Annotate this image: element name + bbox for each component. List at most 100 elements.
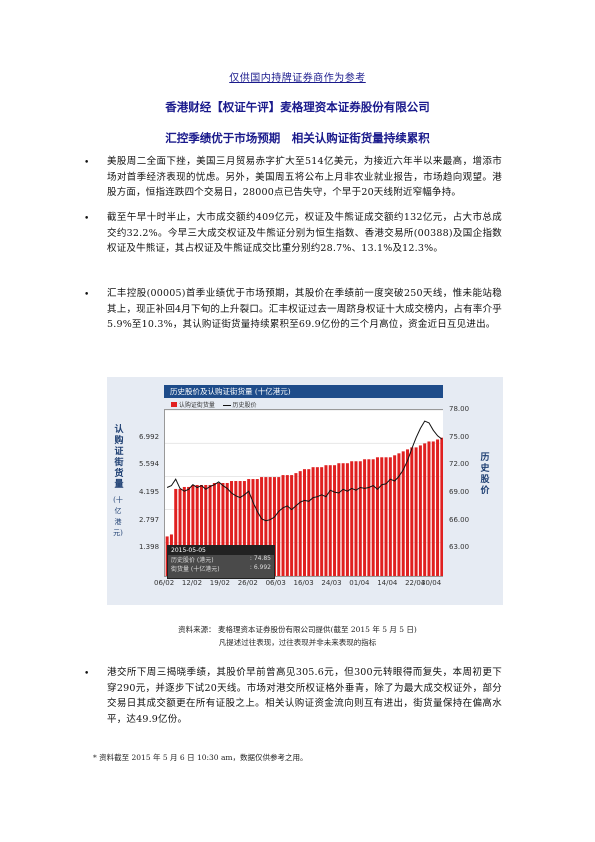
outstanding-bar [350, 461, 354, 576]
tooltip-qty-label: 街货量 (十亿港元) [171, 566, 220, 573]
left-tick-label: 6.992 [139, 432, 160, 441]
right-tick-label: 69.00 [449, 488, 470, 496]
x-tick-label: 01/04 [349, 579, 370, 587]
outstanding-bar [255, 479, 259, 576]
x-tick-label: 06/03 [265, 579, 286, 587]
outstanding-bar [333, 465, 337, 576]
outstanding-bar [217, 483, 221, 576]
outstanding-bar [191, 484, 195, 576]
x-tick-label: 24/03 [321, 579, 342, 587]
outstanding-bar [268, 477, 272, 576]
outstanding-bar [290, 475, 294, 576]
right-axis-panel: 78.00 75.00 72.00 69.00 66.00 63.00 历史股价 [443, 385, 503, 605]
outstanding-bar [281, 475, 285, 576]
footnote: * 资料截至 2015 年 5 月 6 日 10:30 am，数据仅供参考之用。 [93, 753, 308, 762]
right-tick-label: 78.00 [449, 405, 470, 413]
x-tick-label: 06/02 [154, 579, 175, 587]
tooltip-qty-value: : 6.992 [249, 564, 271, 571]
paragraph-4: 港交所下周三揭晓季绩，其股价早前曾高见305.6元，但300元转眼得而复失，本周… [107, 667, 502, 725]
outstanding-bar [307, 469, 311, 576]
outstanding-bar [230, 481, 234, 576]
outstanding-bar [358, 461, 362, 576]
outstanding-bar [260, 477, 264, 576]
outstanding-bar [247, 479, 251, 576]
price-line [166, 420, 443, 522]
left-tick-label: 4.195 [139, 488, 160, 496]
distribution-note: 仅供国内持牌证券商作为参考 [229, 73, 366, 84]
outstanding-bar [324, 465, 328, 576]
outstanding-bar [354, 461, 358, 576]
outstanding-bar [315, 467, 319, 576]
right-tick-label: 63.00 [449, 543, 470, 552]
tooltip-price-value: : 74.85 [249, 555, 271, 562]
chart-title: 历史股价及认购证街货量 (十亿港元) [164, 385, 443, 398]
outstanding-bar [328, 465, 332, 576]
right-tick-label: 75.00 [449, 432, 470, 441]
outstanding-bar [285, 475, 289, 576]
outstanding-bar [375, 457, 379, 576]
outstanding-bar [238, 481, 242, 576]
document-title: 汇控季绩优于市场预期 相关认购证街货量持续累积 [165, 131, 430, 145]
legend-line-label: 历史股价 [232, 402, 257, 409]
outstanding-bar [302, 469, 307, 576]
outstanding-bar [388, 457, 392, 576]
outstanding-bar [414, 447, 418, 576]
right-axis-label: 历史股价 [480, 453, 490, 496]
outstanding-bar [367, 459, 371, 576]
tooltip-price-label: 历史股价 (港元) [171, 557, 214, 564]
left-axis-unit: (十亿港元) [113, 496, 123, 537]
source-line-1: 资料来源： 麦格理资本证券股份有限公司提供(截至 2015 年 5 月 5 日) [178, 625, 417, 634]
chart-legend: 认购证街货量 历史股价 [171, 400, 257, 409]
outstanding-bar [264, 477, 268, 576]
outstanding-bar [182, 486, 186, 576]
left-tick-label: 1.398 [139, 543, 160, 552]
outstanding-bar [298, 471, 302, 576]
outstanding-bar [397, 453, 401, 576]
document-subtitle: 香港财经【权证午评】麦格理资本证券股份有限公司 [165, 100, 430, 114]
outstanding-bar [401, 451, 405, 576]
paragraph-3: 汇丰控股(00005)首季业绩优于市场预期，其股价在季绩前一度突破250天线，惟… [107, 288, 502, 330]
outstanding-bar [345, 463, 349, 576]
bullet-icon: • [84, 214, 90, 224]
right-tick-label: 72.00 [449, 460, 470, 469]
outstanding-bar [431, 441, 435, 576]
legend-bar-label: 认购证街货量 [178, 402, 215, 409]
bullet-icon: • [84, 290, 90, 300]
bullet-icon: • [84, 158, 90, 168]
outstanding-bar [423, 443, 427, 576]
outstanding-bar [178, 488, 182, 576]
outstanding-bar [436, 439, 440, 576]
outstanding-bar [363, 459, 367, 576]
bullet-icon: • [84, 669, 90, 679]
warrant-chart: 认购证街货量 (十亿港元) 历史股价及认购证街货量 (十亿港元) 认购证街货量 … [107, 377, 503, 605]
outstanding-bar [234, 481, 238, 576]
chart-svg [165, 409, 444, 577]
outstanding-bar [208, 484, 212, 576]
outstanding-bar [427, 441, 431, 576]
x-tick-label: 22/04 [405, 579, 426, 587]
outstanding-bar [212, 483, 216, 576]
right-tick-label: 66.00 [449, 515, 470, 524]
outstanding-bar [199, 484, 203, 576]
outstanding-bar [380, 457, 384, 576]
outstanding-bar [337, 463, 341, 576]
outstanding-bar [272, 477, 276, 576]
x-tick-label: 19/02 [209, 579, 230, 587]
outstanding-bar [406, 449, 410, 576]
outstanding-bar [410, 447, 414, 576]
outstanding-bar [311, 467, 315, 576]
outstanding-bar [371, 459, 375, 576]
outstanding-bar [225, 483, 229, 576]
outstanding-bar [294, 473, 298, 576]
x-tick-label: 12/02 [181, 579, 203, 587]
paragraph-1: 美股周二全面下挫，美国三月贸易赤字扩大至514亿美元，为接近六年半以来最高，增添… [107, 156, 502, 198]
outstanding-bar [341, 463, 345, 576]
tooltip-date: 2015-05-05 [168, 546, 274, 555]
paragraph-2: 截至午早十时半止，大市成交额约409亿元，权证及牛熊证成交额约132亿元，占大市… [107, 212, 502, 254]
outstanding-bar [393, 455, 397, 576]
source-line-2: 凡提述过往表现，过往表现并非未来表现的指标 [218, 638, 377, 647]
x-tick-label: 14/04 [377, 579, 398, 587]
outstanding-bar [251, 479, 255, 576]
chart-tooltip: 2015-05-05 历史股价 (港元) : 74.85 街货量 (十亿港元) : … [167, 545, 275, 579]
outstanding-bar [440, 437, 444, 576]
